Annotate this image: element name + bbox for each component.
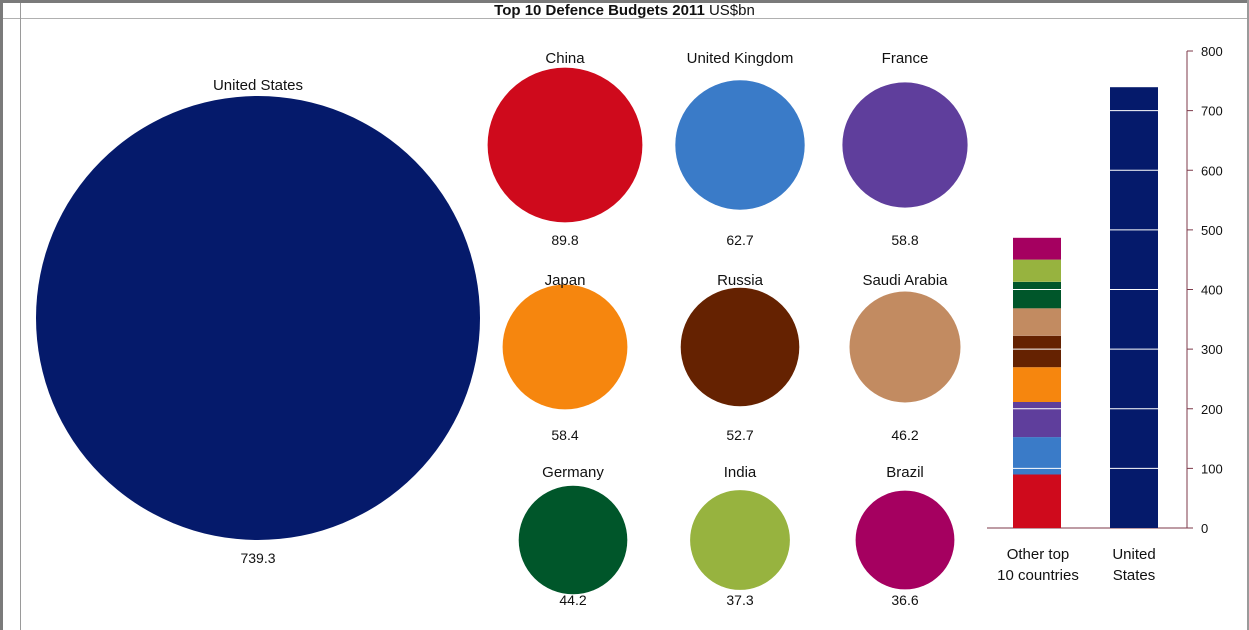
y-tick-label: 300 [1201,342,1223,357]
bubble-label-united-kingdom: United Kingdom [687,50,794,67]
y-tick-label: 800 [1201,44,1223,59]
bubble-label-saudi-arabia: Saudi Arabia [862,272,948,289]
y-tick-label: 0 [1201,521,1208,536]
stack-segment-germany [1013,281,1061,309]
bubble-value-germany: 44.2 [559,592,586,608]
bubble-value-india: 37.3 [726,592,753,608]
bubble-value-china: 89.8 [551,232,578,248]
stack-segment-france [1013,402,1061,438]
frame-top-border [0,0,1249,3]
bubble-label-germany: Germany [542,464,604,481]
y-tick-label: 700 [1201,104,1223,119]
bubble-label-india: India [724,464,757,481]
bubble-united-kingdom [675,80,805,210]
frame-inner-left-line [20,3,21,630]
stack-segment-russia [1013,335,1061,368]
bar-united-states [1110,87,1158,528]
bubble-value-united-kingdom: 62.7 [726,232,753,248]
bubble-brazil [855,490,955,590]
y-tick-label: 100 [1201,461,1223,476]
bubble-india [690,490,790,590]
frame-right-border [1247,0,1249,630]
bubble-value-russia: 52.7 [726,427,753,443]
bubble-label-brazil: Brazil [886,464,924,481]
bubble-russia [680,287,800,407]
bubble-saudi-arabia [849,291,961,403]
stack-segment-japan [1013,367,1061,402]
bubble-label-france: France [882,50,929,67]
bubble-value-brazil: 36.6 [891,592,918,608]
y-tick-label: 500 [1201,223,1223,238]
stack-segment-united-kingdom [1013,437,1061,475]
bubble-label-russia: Russia [717,272,764,289]
y-tick-label: 600 [1201,163,1223,178]
chart-title: Top 10 Defence Budgets 2011 [494,2,705,19]
y-tick-label: 200 [1201,402,1223,417]
chart-title-row: Top 10 Defence Budgets 2011 US$bn [0,3,1249,19]
stack-segment-china [1013,474,1061,528]
bubble-label-china: China [545,50,585,67]
bubble-value-united-states: 739.3 [240,550,275,566]
bar-category-label-united-states: United States [1112,546,1155,584]
stack-segment-saudi-arabia [1013,308,1061,336]
bubble-china [487,67,643,223]
bubble-value-japan: 58.4 [551,427,578,443]
bubble-united-states [36,96,480,540]
bubble-label-japan: Japan [545,272,586,289]
stack-segment-india [1013,259,1061,282]
bar-category-label-other-top-10-countries: Other top 10 countries [997,546,1079,584]
frame-left-border [0,0,3,630]
bubble-germany [518,485,628,595]
bubble-value-saudi-arabia: 46.2 [891,427,918,443]
bubble-value-france: 58.8 [891,232,918,248]
chart-unit: US$bn [708,2,755,19]
frame-inner-line [3,18,1249,19]
bubble-france [842,82,968,208]
stack-segment-brazil [1013,237,1061,260]
y-tick-label: 400 [1201,283,1223,298]
bubble-japan [502,284,628,410]
bubble-label-united-states: United States [213,77,303,94]
